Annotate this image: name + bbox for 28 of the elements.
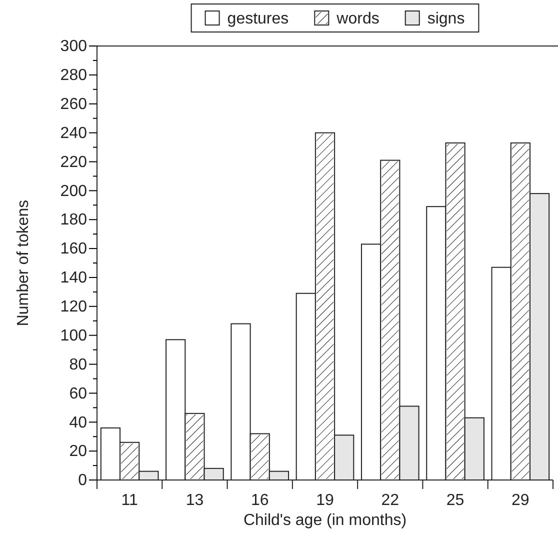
y-tick-label: 20 [69,443,88,460]
y-axis-title: Number of tokens [15,200,32,326]
y-tick-label: 40 [69,414,88,432]
x-tick-label: 13 [186,492,204,509]
y-tick-label: 160 [60,240,88,258]
y-tick-label: 260 [60,96,88,113]
y-tick-label: 300 [60,38,88,56]
x-tick-label: 22 [381,492,400,509]
y-tick-label: 120 [60,298,88,316]
x-tick-label: 11 [121,492,138,509]
y-tick-label: 100 [60,327,88,344]
legend-label: words [336,10,380,28]
legend-label: gestures [227,10,289,28]
y-tick-label: 80 [69,356,88,374]
x-tick-label: 19 [316,492,334,509]
y-tick-label: 60 [69,385,88,402]
legend-label: signs [427,10,465,28]
x-tick-label: 16 [250,492,269,509]
x-tick-label: 29 [512,492,530,509]
x-axis-title: Child's age (in months) [243,512,407,529]
y-tick-label: 180 [60,212,88,229]
x-tick-label: 25 [446,492,464,509]
y-tick-label: 140 [60,270,88,287]
y-tick-label: 280 [60,67,88,84]
y-tick-label: 220 [60,154,88,171]
y-tick-label: 240 [60,124,88,142]
y-tick-label: 200 [60,182,88,200]
y-tick-label: 0 [78,472,88,490]
